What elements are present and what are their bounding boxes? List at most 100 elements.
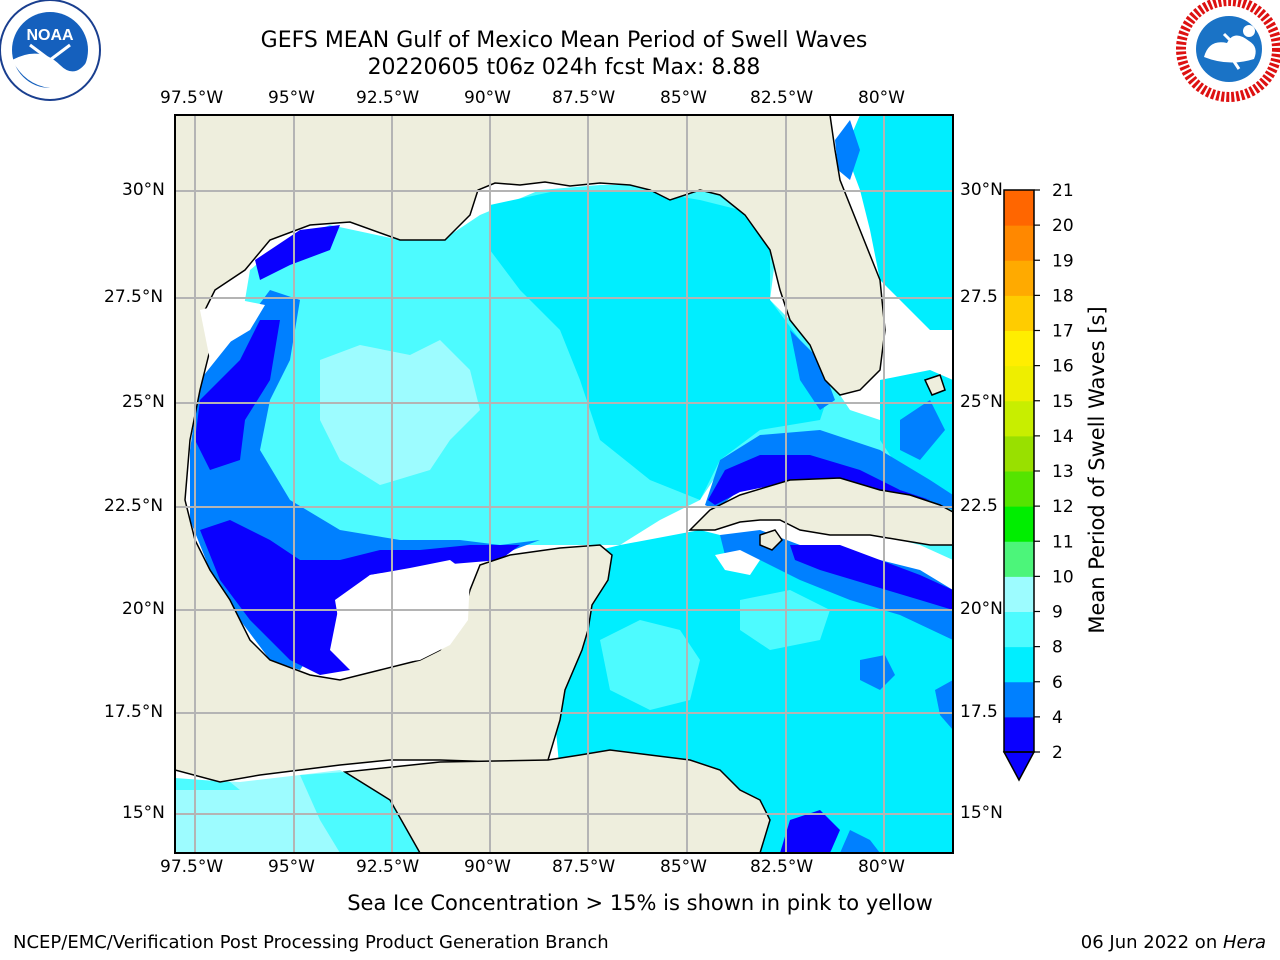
field-2-4s-florida-west [790,330,835,410]
colorbar-tick-label: 4 [1052,708,1063,728]
colorbar-box [1004,506,1034,542]
field-8-9s-central [320,340,480,485]
colorbar-box [1004,471,1034,507]
lat-label-right: 17.5 [960,702,998,722]
plot-area [175,115,953,853]
lon-label-top: 92.5°W [356,88,420,108]
colorbar-tick-label: 14 [1052,427,1074,447]
colorbar-box [1004,330,1034,367]
plot-frame [174,114,954,854]
field-2-4s-caribbean-bottom [840,830,880,853]
field-lt2s-west [195,320,280,470]
field-2-4s-caribbean-edge [935,680,953,730]
colorbar-tick-label: 16 [1052,357,1074,377]
lon-label-bottom: 82.5°W [750,857,814,877]
lon-label-top: 82.5°W [750,88,814,108]
land-cuba [688,477,953,546]
field-lt2s-north [255,225,340,280]
land-central-america [342,749,771,853]
colorbar-tick-label: 9 [1052,603,1063,623]
footer-host: Hera [1222,932,1266,953]
lon-label-top: 90°W [464,88,511,108]
colorbar-tick-label: 15 [1052,392,1074,412]
colorbar-box [1004,400,1034,437]
colorbar-tick-label: 18 [1052,286,1074,306]
land-isle-of-youth [759,529,783,551]
lon-label-bottom: 85°W [660,857,707,877]
chart-subtitle: 20220605 t06z 024h fcst Max: 8.88 [367,55,761,80]
field-6-8s-pacific [300,772,420,853]
lat-label-left: 27.5°N [104,287,164,307]
lon-label-bottom: 92.5°W [356,857,420,877]
lon-label-bottom: 90°W [464,857,511,877]
colorbar-tick-label: 11 [1052,532,1074,552]
footer-date-text: 06 Jun 2022 on [1080,932,1223,953]
field-2-4s-bahamas [900,400,945,460]
field-lt2s-caribbean-bottom [780,810,840,853]
nodata-patches [200,300,760,665]
nodata-cuba-sw [715,550,760,575]
chart-title: GEFS MEAN Gulf of Mexico Mean Period of … [260,28,868,53]
footer-branch: NCEP/EMC/Verification Post Processing Pr… [13,932,609,953]
field-4-6s-atlantic [845,115,953,330]
lat-label-left: 15°N [122,803,165,823]
field-6-8s-caribbean [600,620,700,710]
lon-label-bottom: 87.5°W [552,857,616,877]
colorbar-box [1004,365,1034,402]
colorbar-tick-label: 21 [1052,181,1074,201]
noaa-logo-text: NOAA [26,27,74,44]
lat-label-right: 30°N [960,180,1003,200]
lat-label-left: 22.5°N [104,496,164,516]
footer-date: 06 Jun 2022 on Hera [1081,932,1266,953]
colorbar-box [1004,260,1034,296]
sea-ice-note: Sea Ice Concentration > 15% is shown in … [347,891,933,915]
lat-label-right: 25°N [960,392,1003,412]
nws-logo [1176,0,1280,102]
colorbar-box [1004,681,1034,718]
colorbar-box [1004,541,1034,577]
lon-label-top: 95°W [268,88,315,108]
colorbar-tick-label: 12 [1052,497,1074,517]
lon-label-bottom: 97.5°W [160,857,224,877]
colorbar-tick-label: 2 [1052,743,1063,763]
lon-label-top: 87.5°W [552,88,616,108]
noaa-logo: NOAA [0,0,101,101]
colorbar-box [1004,295,1034,331]
nodata-bay-of-campeche [335,560,470,665]
colorbar-box [1004,716,1034,753]
colorbar-box [1004,646,1034,683]
graticule [175,115,953,853]
colorbar-label: Mean Period of Swell Waves [s] [1085,306,1109,634]
lon-label-bottom: 95°W [268,857,315,877]
colorbar-tick-label: 20 [1052,216,1074,236]
colorbar-tick-label: 17 [1052,322,1074,342]
field-lt2s-caribbean-south [790,545,953,610]
colorbar-tick-label: 6 [1052,673,1063,693]
colorbar: 2 4 6 8 9 10 11 12 13 14 15 16 17 18 19 20 21 [1002,181,1074,782]
field-2-4s-caribbean-south [720,530,953,640]
colorbar-tick-label: 19 [1052,251,1074,271]
lon-label-top: 80°W [858,88,905,108]
field-lt2s-bay [200,520,520,675]
colorbar-box [1004,225,1034,261]
nodata-texas-coast [200,300,265,360]
colorbar-box [1004,190,1034,226]
field-2-4s-florida-east [835,120,860,180]
swell-field [175,115,953,853]
colorbar-box [1004,435,1034,472]
colorbar-box [1004,576,1034,612]
colorbar-tick-label: 10 [1052,567,1074,587]
lat-label-right: 20°N [960,599,1003,619]
colorbar-extend-triangle [1002,751,1036,782]
colorbar-tick-label: 8 [1052,638,1063,658]
field-4-6s-pacific-edge [175,778,240,790]
field-4-6s-eastern [490,190,830,500]
lat-label-right: 27.5 [960,287,998,307]
land-andros [923,374,946,396]
colorbar-box [1004,611,1034,648]
field-2-4s-caribbean-blob [860,655,895,690]
lon-label-top: 85°W [660,88,707,108]
lat-label-left: 30°N [122,180,165,200]
lat-label-left: 20°N [122,599,165,619]
